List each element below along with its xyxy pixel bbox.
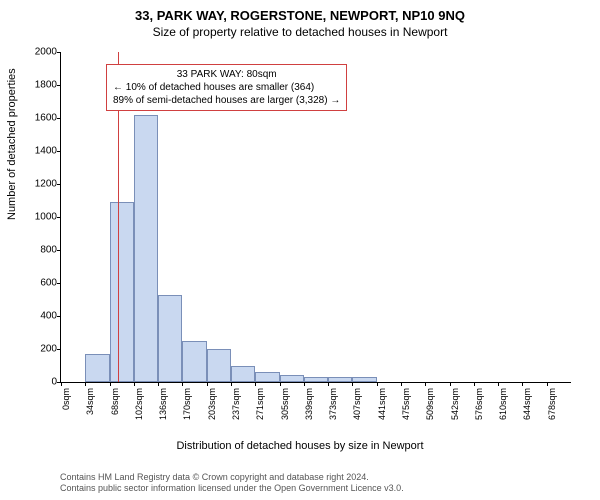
y-tick-mark bbox=[57, 316, 61, 317]
histogram-bar bbox=[352, 377, 376, 382]
y-tick-mark bbox=[57, 85, 61, 86]
footer-attribution: Contains HM Land Registry data © Crown c… bbox=[60, 472, 404, 494]
x-tick-mark bbox=[425, 382, 426, 386]
y-tick-label: 1000 bbox=[23, 212, 57, 223]
footer-line2: Contains public sector information licen… bbox=[60, 483, 404, 494]
x-tick-mark bbox=[328, 382, 329, 386]
x-tick-label: 305sqm bbox=[280, 388, 282, 420]
x-tick-label: 237sqm bbox=[231, 388, 233, 420]
y-tick-label: 600 bbox=[23, 278, 57, 289]
x-tick-mark bbox=[110, 382, 111, 386]
footer-line1: Contains HM Land Registry data © Crown c… bbox=[60, 472, 404, 483]
x-tick-mark bbox=[377, 382, 378, 386]
y-tick-mark bbox=[57, 217, 61, 218]
y-tick-mark bbox=[57, 184, 61, 185]
x-tick-label: 644sqm bbox=[522, 388, 524, 420]
histogram-bar bbox=[255, 372, 279, 382]
histogram-bar bbox=[207, 349, 231, 382]
x-tick-label: 339sqm bbox=[304, 388, 306, 420]
histogram-bar bbox=[182, 341, 206, 382]
histogram-bar bbox=[85, 354, 109, 382]
annotation-line: 33 PARK WAY: 80sqm bbox=[113, 68, 340, 81]
y-tick-mark bbox=[57, 349, 61, 350]
y-tick-mark bbox=[57, 118, 61, 119]
x-tick-label: 610sqm bbox=[498, 388, 500, 420]
y-tick-label: 200 bbox=[23, 344, 57, 355]
y-tick-label: 800 bbox=[23, 245, 57, 256]
x-tick-label: 203sqm bbox=[207, 388, 209, 420]
y-tick-label: 400 bbox=[23, 311, 57, 322]
histogram-bar bbox=[158, 295, 182, 382]
x-tick-label: 475sqm bbox=[401, 388, 403, 420]
x-tick-mark bbox=[522, 382, 523, 386]
x-tick-label: 576sqm bbox=[474, 388, 476, 420]
annotation-box: 33 PARK WAY: 80sqm← 10% of detached hous… bbox=[106, 64, 347, 111]
x-tick-mark bbox=[474, 382, 475, 386]
x-tick-label: 678sqm bbox=[547, 388, 549, 420]
y-tick-mark bbox=[57, 52, 61, 53]
histogram-bar bbox=[280, 375, 304, 382]
x-tick-mark bbox=[158, 382, 159, 386]
annotation-line: ← 10% of detached houses are smaller (36… bbox=[113, 81, 340, 94]
x-tick-label: 407sqm bbox=[352, 388, 354, 420]
y-tick-label: 1400 bbox=[23, 146, 57, 157]
x-tick-mark bbox=[207, 382, 208, 386]
chart-title-address: 33, PARK WAY, ROGERSTONE, NEWPORT, NP10 … bbox=[0, 0, 600, 23]
y-tick-label: 0 bbox=[23, 377, 57, 388]
x-tick-mark bbox=[450, 382, 451, 386]
x-tick-mark bbox=[304, 382, 305, 386]
histogram-bar bbox=[328, 377, 352, 382]
x-tick-mark bbox=[85, 382, 86, 386]
x-axis-label: Distribution of detached houses by size … bbox=[0, 440, 600, 452]
x-tick-label: 34sqm bbox=[85, 388, 87, 415]
x-tick-mark bbox=[547, 382, 548, 386]
x-tick-mark bbox=[280, 382, 281, 386]
annotation-line: 89% of semi-detached houses are larger (… bbox=[113, 94, 340, 107]
x-tick-mark bbox=[231, 382, 232, 386]
x-tick-label: 441sqm bbox=[377, 388, 379, 420]
y-tick-mark bbox=[57, 283, 61, 284]
x-tick-label: 373sqm bbox=[328, 388, 330, 420]
x-tick-label: 509sqm bbox=[425, 388, 427, 420]
x-tick-mark bbox=[352, 382, 353, 386]
y-tick-label: 1600 bbox=[23, 113, 57, 124]
histogram-bar bbox=[134, 115, 158, 382]
x-tick-mark bbox=[255, 382, 256, 386]
chart-title-sub: Size of property relative to detached ho… bbox=[0, 23, 600, 39]
y-tick-mark bbox=[57, 250, 61, 251]
x-tick-label: 542sqm bbox=[450, 388, 452, 420]
plot-region: 02004006008001000120014001600180020000sq… bbox=[60, 52, 571, 383]
histogram-bar bbox=[110, 202, 134, 382]
x-tick-label: 271sqm bbox=[255, 388, 257, 420]
histogram-bar bbox=[304, 377, 328, 382]
x-tick-mark bbox=[134, 382, 135, 386]
x-tick-mark bbox=[182, 382, 183, 386]
y-tick-label: 2000 bbox=[23, 47, 57, 58]
x-tick-mark bbox=[401, 382, 402, 386]
x-tick-label: 136sqm bbox=[158, 388, 160, 420]
x-tick-label: 0sqm bbox=[61, 388, 63, 410]
chart-area: 02004006008001000120014001600180020000sq… bbox=[60, 52, 570, 382]
y-tick-label: 1200 bbox=[23, 179, 57, 190]
x-tick-label: 170sqm bbox=[182, 388, 184, 420]
chart-container: 33, PARK WAY, ROGERSTONE, NEWPORT, NP10 … bbox=[0, 0, 600, 500]
y-tick-mark bbox=[57, 151, 61, 152]
y-axis-label: Number of detached properties bbox=[6, 68, 18, 220]
x-tick-mark bbox=[498, 382, 499, 386]
x-tick-label: 68sqm bbox=[110, 388, 112, 415]
histogram-bar bbox=[231, 366, 255, 383]
x-tick-label: 102sqm bbox=[134, 388, 136, 420]
y-tick-label: 1800 bbox=[23, 80, 57, 91]
x-tick-mark bbox=[61, 382, 62, 386]
